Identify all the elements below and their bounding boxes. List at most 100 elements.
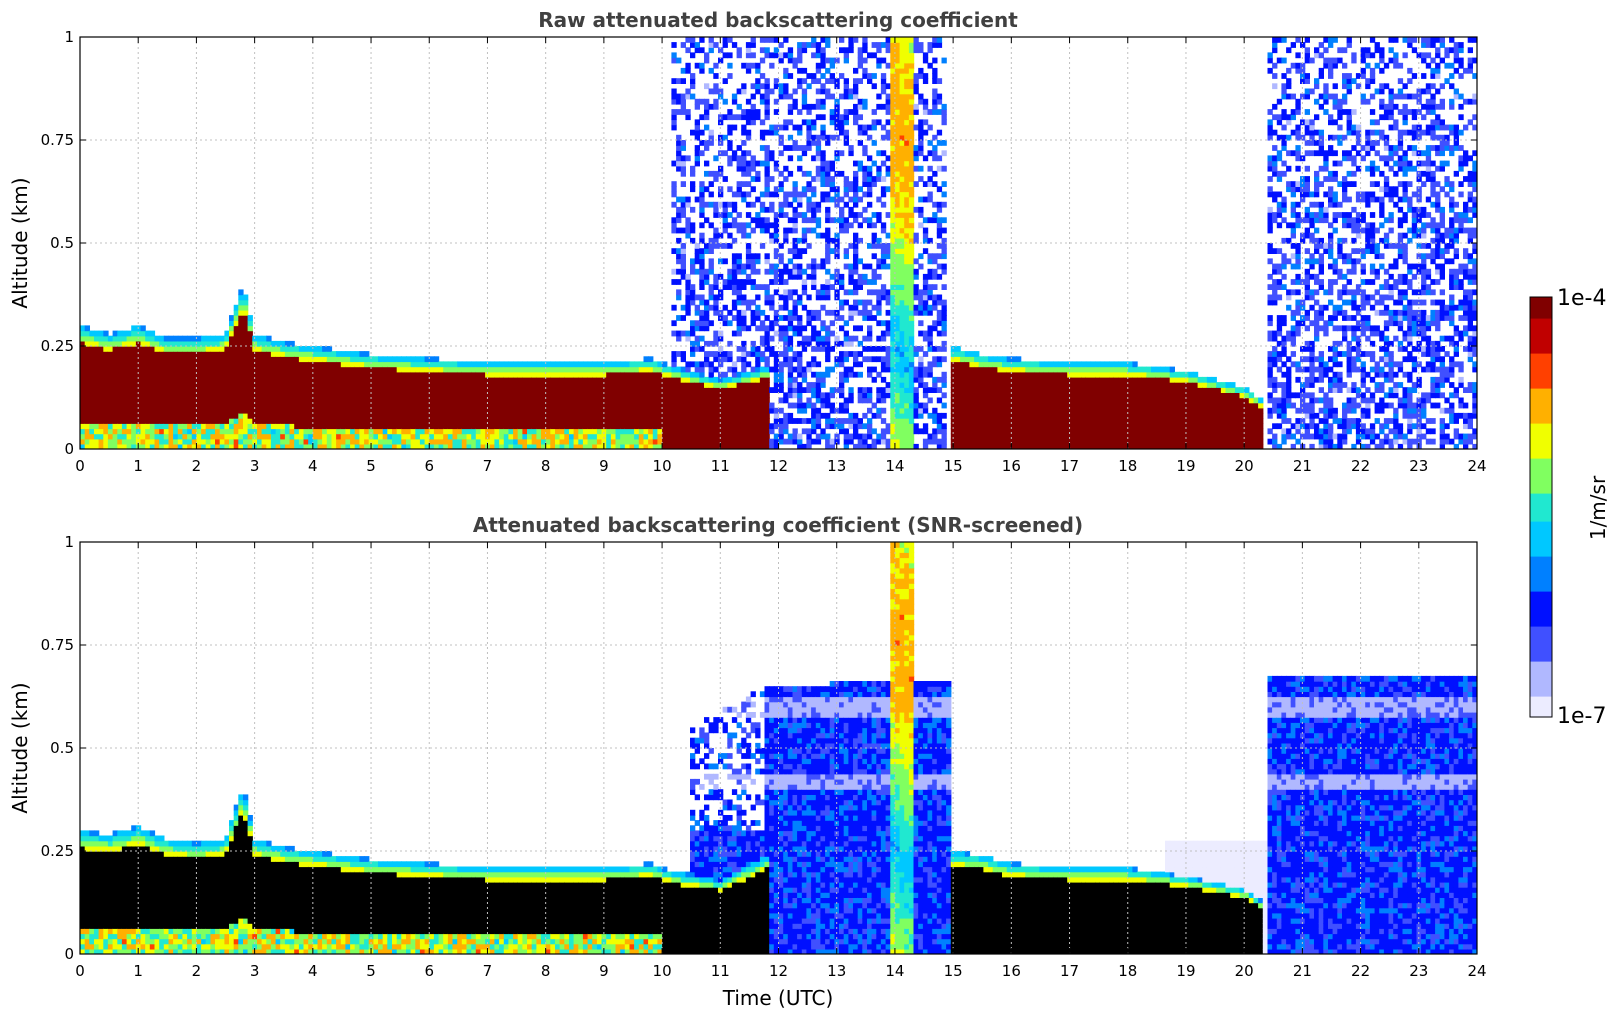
heatmap-cell bbox=[708, 294, 714, 301]
heatmap-cell bbox=[382, 407, 388, 414]
heatmap-cell bbox=[885, 253, 891, 260]
heatmap-cell bbox=[811, 212, 817, 218]
heatmap-cell bbox=[908, 387, 915, 393]
heatmap-cell bbox=[918, 356, 924, 363]
heatmap-cell bbox=[820, 150, 826, 157]
heatmap-cell bbox=[578, 392, 584, 399]
heatmap-cell bbox=[713, 284, 719, 290]
heatmap-cell bbox=[508, 412, 514, 419]
heatmap-cell bbox=[829, 392, 835, 399]
heatmap-cell bbox=[345, 412, 351, 419]
heatmap-cell bbox=[112, 428, 118, 435]
heatmap-cell bbox=[387, 361, 393, 368]
heatmap-cell bbox=[862, 263, 868, 270]
heatmap-cell bbox=[685, 443, 691, 449]
heatmap-cell bbox=[853, 253, 859, 260]
heatmap-cell bbox=[671, 397, 677, 404]
heatmap-cell bbox=[145, 361, 151, 368]
heatmap-cell bbox=[173, 438, 179, 445]
heatmap-cell bbox=[801, 443, 808, 449]
heatmap-cell bbox=[564, 407, 570, 414]
heatmap-cell bbox=[736, 52, 742, 59]
heatmap-cell bbox=[331, 361, 337, 368]
heatmap-cell bbox=[517, 376, 523, 383]
heatmap-cell bbox=[671, 186, 677, 193]
heatmap-cell bbox=[392, 428, 398, 435]
heatmap-cell bbox=[191, 351, 198, 357]
heatmap-cell bbox=[778, 140, 784, 146]
heatmap-cell bbox=[564, 371, 570, 378]
heatmap-cell bbox=[890, 299, 896, 306]
heatmap-cell bbox=[680, 428, 686, 435]
heatmap-cell bbox=[676, 109, 682, 115]
heatmap-cell bbox=[839, 418, 845, 424]
heatmap-cell bbox=[531, 387, 537, 393]
heatmap-cell bbox=[475, 423, 482, 430]
heatmap-cell bbox=[904, 232, 910, 239]
heatmap-cell bbox=[298, 361, 305, 368]
heatmap-cell bbox=[890, 428, 896, 435]
heatmap-cell bbox=[112, 371, 118, 378]
heatmap-cell bbox=[610, 366, 617, 373]
heatmap-cell bbox=[173, 433, 179, 440]
heatmap-cell bbox=[908, 428, 915, 435]
heatmap-cell bbox=[666, 366, 672, 373]
heatmap-cell bbox=[685, 366, 691, 373]
heatmap-cell bbox=[508, 371, 514, 378]
heatmap-cell bbox=[336, 407, 342, 414]
heatmap-cell bbox=[401, 387, 407, 393]
heatmap-cell bbox=[867, 289, 873, 296]
heatmap-cell bbox=[867, 387, 873, 393]
heatmap-cell bbox=[489, 366, 496, 373]
heatmap-cell bbox=[387, 433, 393, 440]
heatmap-cell bbox=[107, 443, 114, 449]
heatmap-cell bbox=[140, 407, 146, 414]
heatmap-cell bbox=[843, 438, 849, 445]
heatmap-cell bbox=[233, 371, 239, 378]
heatmap-cell bbox=[461, 423, 468, 430]
heatmap-cell bbox=[741, 376, 747, 383]
heatmap-cell bbox=[815, 232, 822, 239]
heatmap-cell bbox=[843, 201, 849, 208]
heatmap-cell bbox=[806, 361, 812, 368]
heatmap-cell bbox=[857, 438, 863, 445]
heatmap-cell bbox=[736, 165, 742, 172]
heatmap-cell bbox=[252, 356, 258, 363]
heatmap-cell bbox=[145, 443, 151, 449]
heatmap-cell bbox=[904, 346, 910, 352]
heatmap-cell bbox=[797, 52, 803, 59]
heatmap-cell bbox=[890, 330, 896, 337]
heatmap-cell bbox=[764, 361, 770, 368]
heatmap-cell bbox=[308, 382, 314, 388]
heatmap-cell bbox=[298, 376, 305, 383]
heatmap-cell bbox=[708, 222, 714, 229]
heatmap-cell bbox=[815, 103, 822, 110]
heatmap-cell bbox=[117, 402, 123, 409]
heatmap-cell bbox=[699, 201, 705, 208]
heatmap-cell bbox=[806, 181, 812, 187]
heatmap-cell bbox=[531, 371, 537, 378]
heatmap-cell bbox=[131, 346, 137, 352]
heatmap-cell bbox=[801, 335, 808, 342]
heatmap-cell bbox=[713, 402, 719, 409]
heatmap-cell bbox=[140, 330, 146, 337]
heatmap-cell bbox=[447, 407, 454, 414]
heatmap-cell bbox=[867, 366, 873, 373]
heatmap-cell bbox=[215, 407, 221, 414]
heatmap-cell bbox=[880, 330, 887, 337]
heatmap-cell bbox=[601, 407, 607, 414]
heatmap-cell bbox=[243, 438, 249, 445]
heatmap-cell bbox=[783, 237, 789, 244]
heatmap-cell bbox=[806, 402, 812, 409]
heatmap-cell bbox=[918, 299, 924, 306]
heatmap-cell bbox=[191, 387, 198, 393]
heatmap-cell bbox=[406, 428, 412, 435]
heatmap-cell bbox=[107, 361, 114, 368]
heatmap-cell bbox=[908, 340, 915, 347]
heatmap-cell bbox=[750, 83, 756, 90]
heatmap-cell bbox=[899, 73, 905, 79]
heatmap-cell bbox=[699, 433, 705, 440]
heatmap-cell bbox=[359, 366, 365, 373]
heatmap-cell bbox=[615, 443, 621, 449]
heatmap-cell bbox=[499, 407, 505, 414]
